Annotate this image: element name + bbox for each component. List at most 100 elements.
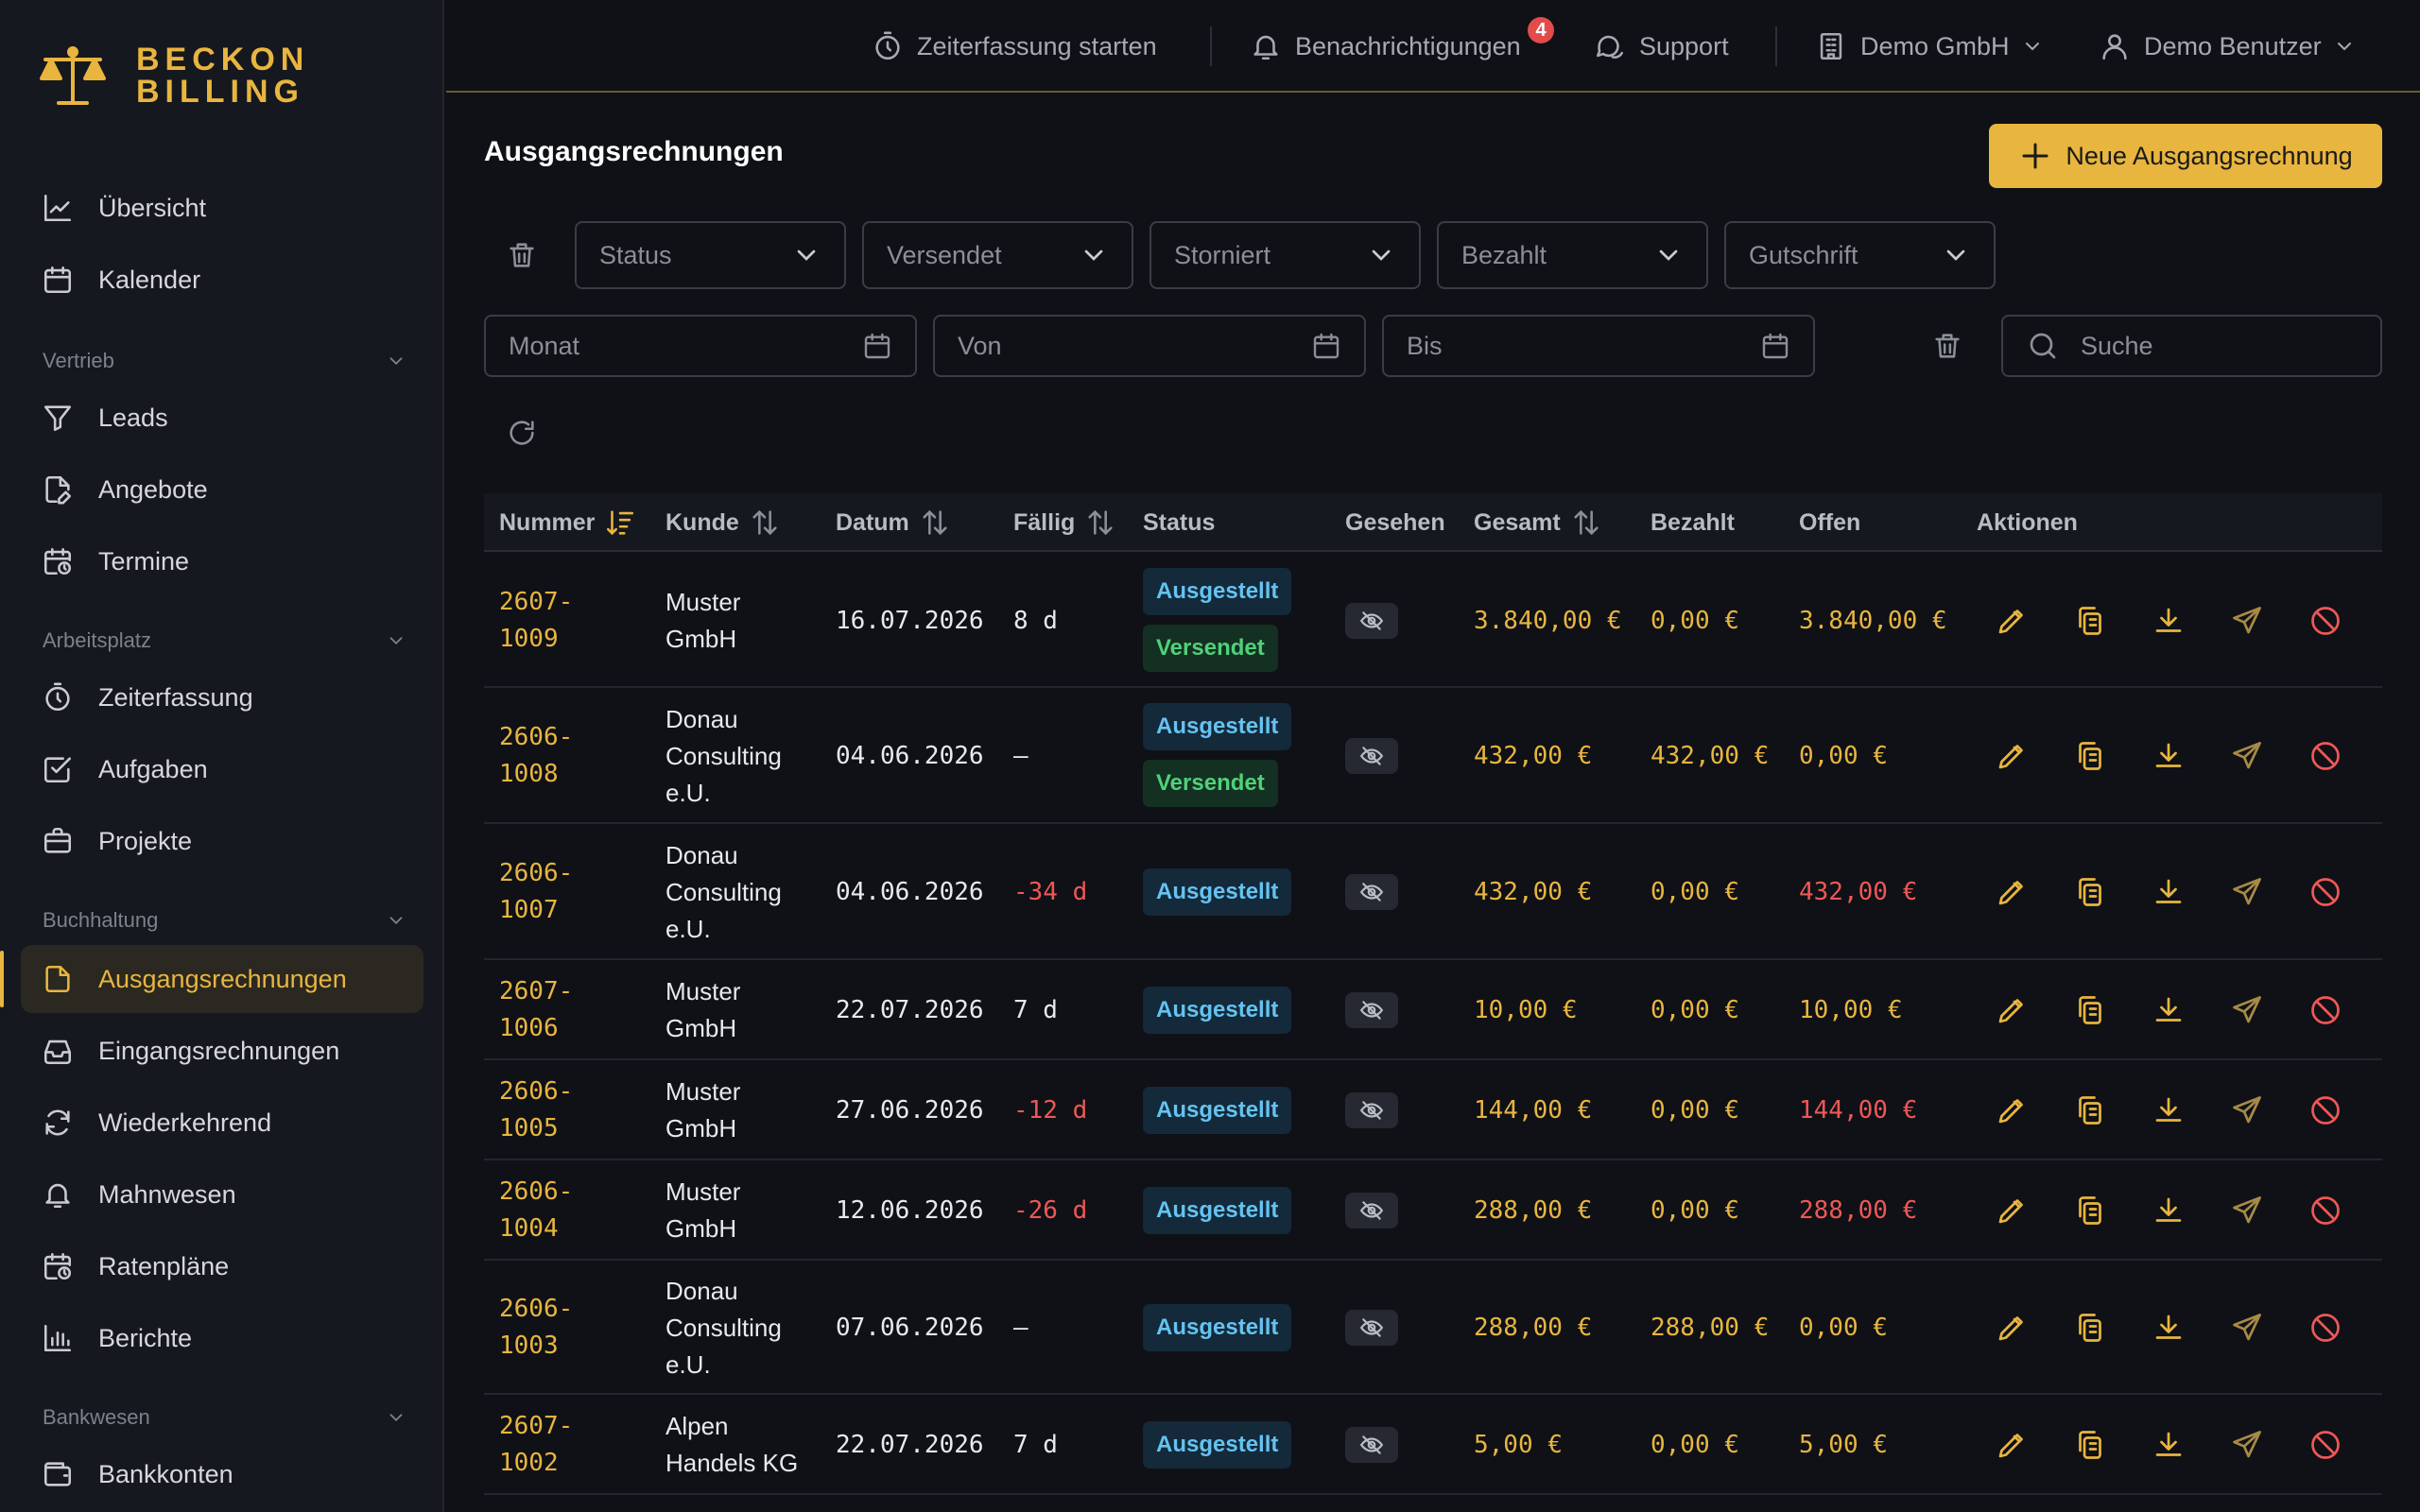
support-button[interactable]: Support — [1594, 23, 1729, 70]
table-row[interactable]: 2606- 1007 Donau Consulting e.U. 04.06.2026 -3… — [484, 824, 2382, 960]
sidebar-item-wiederkehrend[interactable]: Wiederkehrend — [21, 1089, 424, 1157]
duplicate-button[interactable] — [2069, 1307, 2111, 1349]
table-row[interactable]: 2607- 1006 Muster GmbH 22.07.2026 7 d Ausgeste… — [484, 960, 2382, 1060]
download-button[interactable] — [2148, 989, 2189, 1031]
download-button[interactable] — [2148, 871, 2189, 913]
table-row[interactable]: 2606- 1005 Muster GmbH 27.06.2026 -12 d Ausges… — [484, 1060, 2382, 1160]
brand-logo[interactable]: BECKON BILLING — [38, 38, 309, 113]
cancel-invoice-button[interactable] — [2305, 1424, 2346, 1466]
cancel-invoice-button[interactable] — [2305, 989, 2346, 1031]
edit-button[interactable] — [1991, 1307, 2032, 1349]
duplicate-button[interactable] — [2069, 871, 2111, 913]
cancel-invoice-button[interactable] — [2305, 735, 2346, 777]
download-button[interactable] — [2148, 1090, 2189, 1131]
credit-note-filter-select[interactable]: Gutschrift — [1724, 221, 1996, 289]
send-button[interactable] — [2226, 1090, 2268, 1131]
duplicate-button[interactable] — [2069, 1190, 2111, 1231]
invoice-number-link[interactable]: 2606- 1003 — [499, 1295, 574, 1360]
status-filter-select[interactable]: Status — [575, 221, 846, 289]
table-row[interactable]: 2607- 1009 Muster GmbH 16.07.2026 8 d Ausgeste… — [484, 554, 2382, 688]
sidebar-item-ratenplaene[interactable]: Ratenpläne — [21, 1232, 424, 1300]
paid-filter-select[interactable]: Bezahlt — [1437, 221, 1708, 289]
cancel-invoice-button[interactable] — [2305, 1190, 2346, 1231]
clear-dates-button[interactable] — [1923, 321, 1972, 370]
sent-filter-select[interactable]: Versendet — [862, 221, 1133, 289]
sidebar-item-termine[interactable]: Termine — [21, 527, 424, 595]
cancelled-filter-select[interactable]: Storniert — [1150, 221, 1421, 289]
edit-button[interactable] — [1991, 1090, 2032, 1131]
send-button[interactable] — [2226, 871, 2268, 913]
new-invoice-button[interactable]: Neue Ausgangsrechnung — [1989, 124, 2382, 188]
start-timer-button[interactable]: Zeiterfassung starten — [872, 23, 1157, 70]
sidebar-item-angebote[interactable]: Angebote — [21, 455, 424, 524]
section-bankwesen[interactable]: Bankwesen — [43, 1400, 406, 1435]
invoice-number-link[interactable]: 2607- 1006 — [499, 977, 574, 1042]
edit-button[interactable] — [1991, 600, 2032, 642]
duplicate-button[interactable] — [2069, 735, 2111, 777]
clear-filters-button[interactable] — [497, 231, 546, 280]
section-vertrieb[interactable]: Vertrieb — [43, 344, 406, 378]
duplicate-button[interactable] — [2069, 600, 2111, 642]
col-kunde[interactable]: Kunde — [666, 493, 781, 552]
company-selector[interactable]: Demo GmbH — [1815, 23, 2044, 70]
month-date-field[interactable]: Monat — [484, 315, 917, 377]
cancel-invoice-button[interactable] — [2305, 600, 2346, 642]
col-datum[interactable]: Datum — [836, 493, 951, 552]
col-nummer[interactable]: Nummer — [499, 493, 636, 552]
invoice-number-link[interactable]: 2606- 1007 — [499, 859, 574, 924]
edit-button[interactable] — [1991, 735, 2032, 777]
to-date-field[interactable]: Bis — [1382, 315, 1815, 377]
from-date-field[interactable]: Von — [933, 315, 1366, 377]
duplicate-button[interactable] — [2069, 989, 2111, 1031]
edit-button[interactable] — [1991, 1190, 2032, 1231]
table-row[interactable]: 2606- 1004 Muster GmbH 12.06.2026 -26 d Ausges… — [484, 1160, 2382, 1261]
sidebar-item-uebersicht[interactable]: Übersicht — [21, 174, 424, 242]
user-menu[interactable]: Demo Benutzer — [2099, 23, 2356, 70]
sidebar-item-projekte[interactable]: Projekte — [21, 807, 424, 875]
col-faellig[interactable]: Fällig — [1013, 493, 1116, 552]
sidebar-item-eingangsrechnungen[interactable]: Eingangsrechnungen — [21, 1017, 424, 1085]
cancel-invoice-button[interactable] — [2305, 1090, 2346, 1131]
sidebar-item-berichte[interactable]: Berichte — [21, 1304, 424, 1372]
download-button[interactable] — [2148, 1307, 2189, 1349]
sidebar-item-zeiterfassung[interactable]: Zeiterfassung — [21, 663, 424, 731]
edit-button[interactable] — [1991, 1424, 2032, 1466]
col-gesamt[interactable]: Gesamt — [1474, 493, 1602, 552]
sidebar-item-leads[interactable]: Leads — [21, 384, 424, 452]
download-button[interactable] — [2148, 1190, 2189, 1231]
cancel-invoice-button[interactable] — [2305, 871, 2346, 913]
send-icon — [2233, 1196, 2261, 1224]
table-row[interactable]: 2606- 1008 Donau Consulting e.U. 04.06.2026 — A… — [484, 688, 2382, 824]
invoice-number-link[interactable]: 2606- 1004 — [499, 1177, 574, 1243]
send-button[interactable] — [2226, 989, 2268, 1031]
invoice-number-link[interactable]: 2606- 1005 — [499, 1077, 574, 1143]
section-buchhaltung[interactable]: Buchhaltung — [43, 903, 406, 937]
duplicate-button[interactable] — [2069, 1424, 2111, 1466]
sidebar-item-aufgaben[interactable]: Aufgaben — [21, 735, 424, 803]
section-arbeitsplatz[interactable]: Arbeitsplatz — [43, 624, 406, 658]
table-row[interactable]: 2607- 1002 Alpen Handels KG 22.07.2026 7 d Aus… — [484, 1395, 2382, 1495]
table-row[interactable]: 2606- 1003 Donau Consulting e.U. 07.06.2026 — A… — [484, 1261, 2382, 1395]
duplicate-button[interactable] — [2069, 1090, 2111, 1131]
edit-button[interactable] — [1991, 871, 2032, 913]
download-button[interactable] — [2148, 735, 2189, 777]
edit-button[interactable] — [1991, 989, 2032, 1031]
send-button[interactable] — [2226, 1190, 2268, 1231]
invoice-number-link[interactable]: 2607- 1002 — [499, 1412, 574, 1477]
send-button[interactable] — [2226, 1307, 2268, 1349]
reload-button[interactable] — [497, 408, 546, 457]
search-input[interactable]: Suche — [2001, 315, 2382, 377]
invoice-number-link[interactable]: 2607- 1009 — [499, 588, 574, 653]
notifications-button[interactable]: Benachrichtigungen — [1250, 23, 1521, 70]
sidebar-item-ausgangsrechnungen[interactable]: Ausgangsrechnungen — [21, 945, 424, 1013]
sidebar-item-mahnwesen[interactable]: Mahnwesen — [21, 1160, 424, 1228]
download-button[interactable] — [2148, 600, 2189, 642]
send-button[interactable] — [2226, 735, 2268, 777]
sidebar-item-bankkonten[interactable]: Bankkonten — [21, 1440, 424, 1508]
sidebar-item-kalender[interactable]: Kalender — [21, 246, 424, 314]
invoice-number-link[interactable]: 2606- 1008 — [499, 723, 574, 788]
send-button[interactable] — [2226, 600, 2268, 642]
cancel-invoice-button[interactable] — [2305, 1307, 2346, 1349]
send-button[interactable] — [2226, 1424, 2268, 1466]
download-button[interactable] — [2148, 1424, 2189, 1466]
